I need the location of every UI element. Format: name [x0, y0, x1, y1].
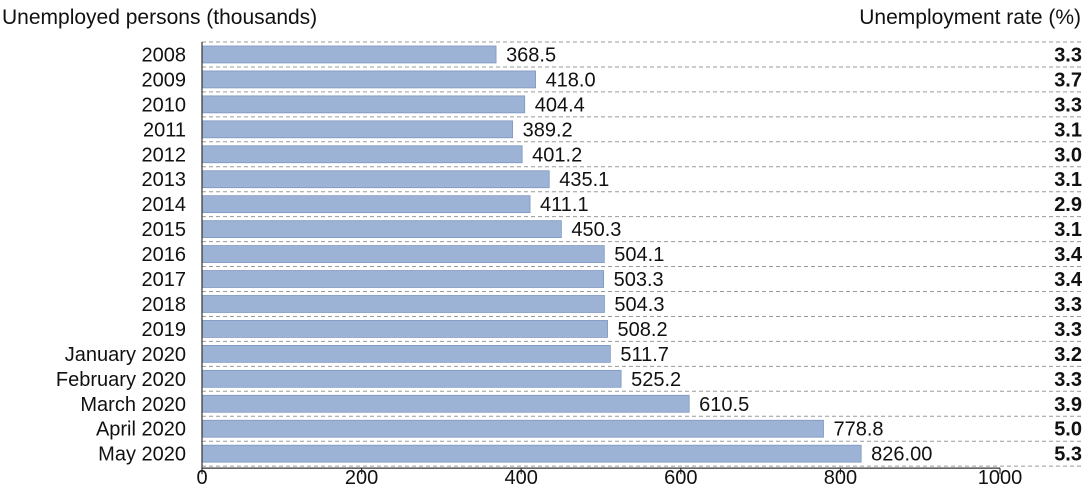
rate-label: 3.4	[1054, 269, 1083, 291]
x-tick-label: 600	[664, 467, 697, 489]
rate-label: 3.9	[1054, 394, 1082, 416]
category-label: 2014	[142, 194, 187, 216]
right-header: Unemployment rate (%)	[859, 6, 1081, 29]
bar	[201, 170, 550, 189]
value-label: 511.7	[620, 344, 669, 366]
value-label: 525.2	[631, 369, 681, 391]
value-label: 418.0	[546, 69, 596, 91]
rate-label: 3.1	[1054, 169, 1082, 191]
value-label: 389.2	[523, 119, 573, 141]
value-label: 368.5	[506, 44, 556, 66]
value-label: 778.8	[833, 419, 883, 441]
category-label: 2018	[142, 294, 187, 316]
x-tick-label: 400	[505, 467, 538, 489]
bar	[201, 145, 523, 164]
rate-label: 3.3	[1054, 94, 1082, 116]
bar	[201, 195, 531, 214]
rate-label: 5.0	[1054, 419, 1082, 441]
value-label: 450.3	[571, 219, 621, 241]
rate-label: 5.3	[1054, 444, 1082, 466]
rate-label: 3.3	[1054, 319, 1082, 341]
category-label: 2010	[142, 94, 187, 116]
value-label: 826.00	[871, 444, 932, 466]
rate-label: 2.9	[1054, 194, 1082, 216]
category-label: 2017	[142, 269, 187, 291]
bar	[201, 419, 824, 438]
category-label: 2013	[142, 169, 187, 191]
value-label: 508.2	[618, 319, 668, 341]
value-label: 610.5	[699, 394, 749, 416]
category-label: 2011	[143, 119, 186, 141]
x-tick-label: 200	[345, 467, 378, 489]
value-label: 504.3	[614, 294, 664, 316]
category-label: 2015	[142, 219, 187, 241]
bar	[201, 120, 513, 139]
value-label: 435.1	[559, 169, 609, 191]
value-label: 503.3	[614, 269, 664, 291]
bar	[201, 320, 608, 338]
rate-label: 3.3	[1054, 294, 1082, 316]
category-label: May 2020	[98, 444, 186, 466]
rate-label: 3.7	[1054, 69, 1082, 91]
bar	[201, 394, 690, 413]
rate-label: 3.3	[1054, 44, 1082, 66]
category-label: 2012	[142, 144, 187, 166]
bar	[201, 369, 622, 388]
x-tick-label: 0	[196, 467, 207, 489]
bar	[201, 270, 605, 288]
bar	[201, 220, 562, 238]
bar	[201, 245, 605, 263]
bar	[201, 70, 536, 89]
value-label: 401.2	[532, 144, 582, 166]
category-label: 2019	[142, 319, 187, 341]
value-label: 504.1	[614, 244, 664, 266]
rate-label: 3.1	[1054, 219, 1082, 241]
value-label: 404.4	[535, 94, 585, 116]
x-tick-label: 1000	[978, 467, 1023, 489]
x-tick-label: 800	[824, 467, 857, 489]
bar	[201, 444, 862, 463]
rate-label: 3.1	[1054, 119, 1082, 141]
rate-label: 3.0	[1054, 144, 1082, 166]
category-label: April 2020	[96, 419, 186, 441]
rate-label: 3.2	[1054, 344, 1082, 366]
category-label: 2008	[142, 44, 187, 66]
left-header: Unemployed persons (thousands)	[2, 6, 318, 29]
category-label: 2016	[142, 244, 187, 266]
category-label: February 2020	[56, 369, 186, 391]
bar	[201, 344, 611, 363]
category-label: 2009	[142, 69, 187, 91]
category-label: March 2020	[80, 394, 186, 416]
category-label: January 2020	[65, 344, 186, 366]
rate-label: 3.3	[1054, 369, 1082, 391]
bar	[201, 295, 605, 313]
bar	[201, 45, 497, 64]
rate-label: 3.4	[1054, 244, 1083, 266]
bar	[201, 95, 526, 114]
value-label: 411.1	[540, 194, 589, 216]
